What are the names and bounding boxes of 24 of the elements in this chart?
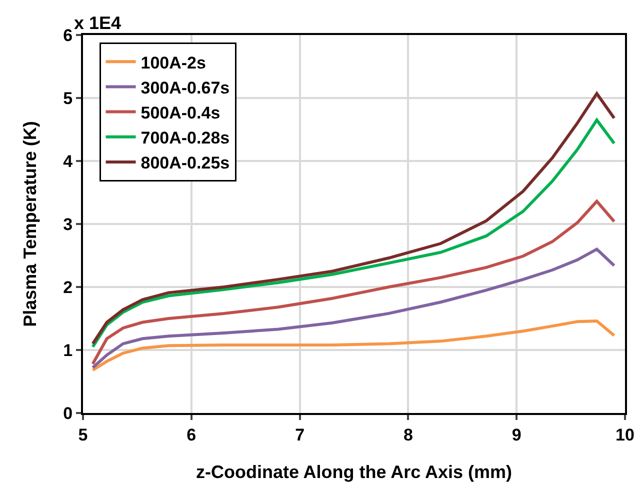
- legend-label: 300A-0.67s: [140, 78, 230, 98]
- x-tick-label: 8: [403, 425, 413, 444]
- x-tick-label: 5: [78, 425, 88, 444]
- y-axis-title: Plasma Temperature (K): [20, 121, 40, 327]
- legend-label: 500A-0.4s: [140, 103, 220, 122]
- line-series: [91, 200, 616, 366]
- line-series: [91, 248, 616, 370]
- line-series: [91, 320, 616, 372]
- x-tick-label: 10: [616, 425, 634, 444]
- legend-label: 700A-0.28s: [140, 128, 230, 148]
- y-tick-label: 3: [63, 214, 73, 234]
- x-tick-label: 6: [186, 425, 196, 444]
- legend-label: 800A-0.25s: [140, 154, 230, 173]
- y-tick-label: 0: [63, 404, 73, 423]
- x-axis-title: z-Coodinate Along the Arc Axis (mm): [196, 462, 512, 482]
- text: x 1E4: [74, 13, 122, 33]
- legend-label: 100A-2s: [140, 53, 206, 72]
- x-tick-label: 9: [512, 425, 522, 444]
- x-tick-label: 7: [295, 425, 305, 444]
- y-tick-label: 4: [63, 152, 74, 171]
- y-tick-label: 6: [63, 26, 73, 45]
- y-tick-label: 5: [63, 88, 73, 108]
- y-tick-label: 2: [63, 278, 73, 297]
- y-tick-label: 1: [63, 340, 73, 360]
